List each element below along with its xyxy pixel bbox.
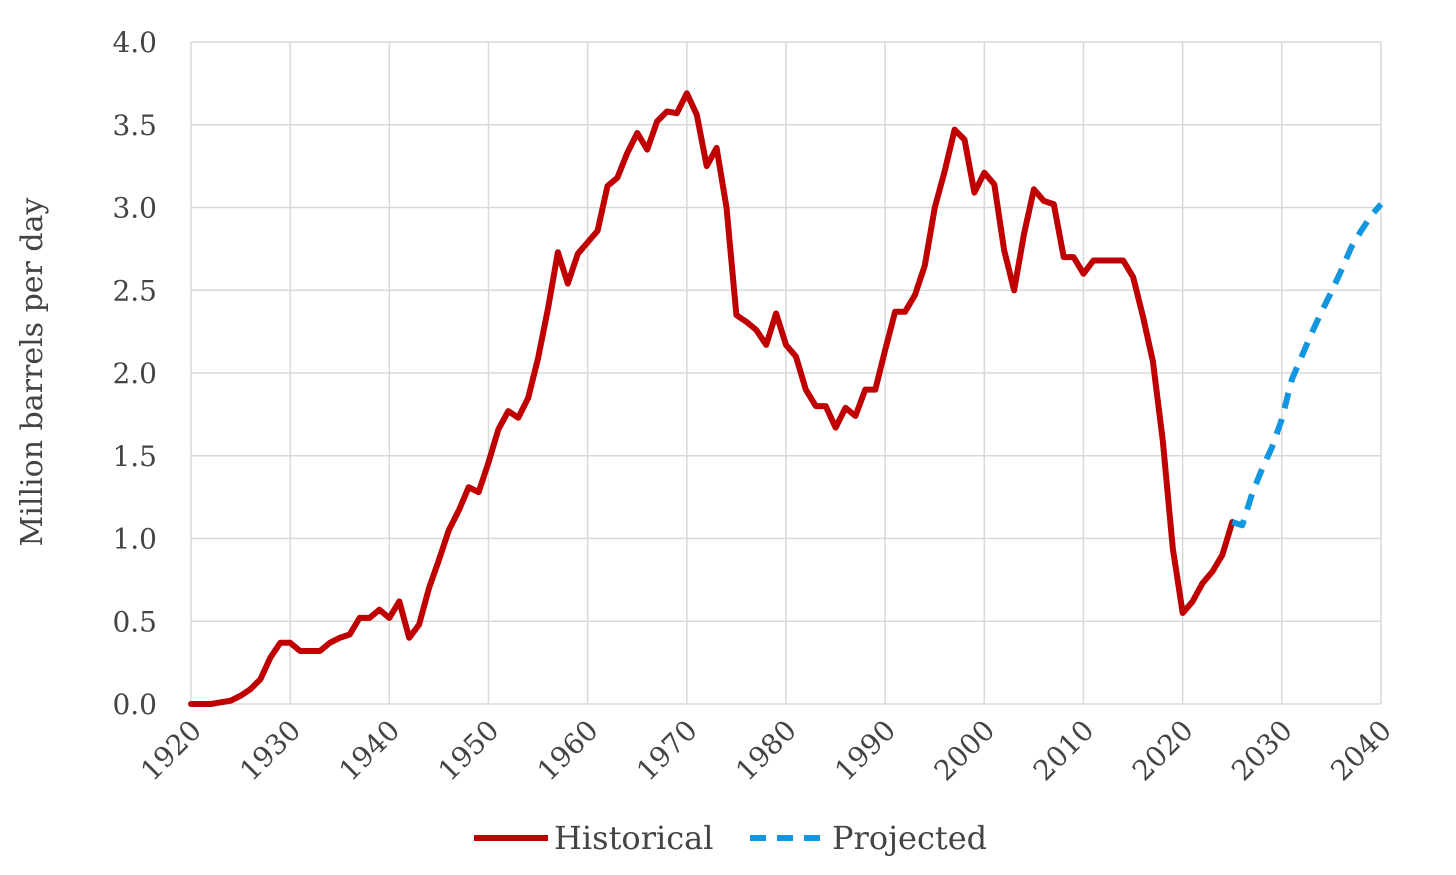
x-tick-label: 1960 xyxy=(531,714,605,788)
y-axis-title: Million barrels per day xyxy=(15,197,50,546)
y-tick-label: 1.0 xyxy=(112,523,157,556)
legend: Historical Projected xyxy=(474,819,987,857)
x-tick-label: 1990 xyxy=(828,714,902,788)
series-lines xyxy=(188,90,1384,707)
x-tick-label: 1930 xyxy=(233,714,307,788)
x-axis-tick-labels: 1920 1930 1940 1950 1960 1970 1980 1990 2000 2010… xyxy=(134,714,1398,788)
x-tick-label: 1920 xyxy=(134,714,208,788)
x-tick-label: 1950 xyxy=(432,714,506,788)
legend-label-projected: Projected xyxy=(832,819,987,857)
legend-label-historical: Historical xyxy=(554,819,713,857)
x-tick-label: 2030 xyxy=(1225,714,1299,788)
x-tick-label: 2010 xyxy=(1027,714,1101,788)
series-line-historical xyxy=(188,90,1236,707)
y-axis-tick-labels: 0.0 0.5 1.0 1.5 2.0 2.5 3.0 3.5 4.0 xyxy=(112,26,157,721)
x-tick-label: 2000 xyxy=(928,714,1002,788)
y-tick-label: 4.0 xyxy=(112,26,157,59)
y-tick-label: 1.5 xyxy=(112,440,157,473)
x-tick-label: 2040 xyxy=(1324,714,1398,788)
grid xyxy=(190,41,1382,705)
x-tick-label: 1970 xyxy=(630,714,704,788)
x-tick-label: 2020 xyxy=(1126,714,1200,788)
x-tick-label: 1980 xyxy=(729,714,803,788)
y-tick-label: 3.5 xyxy=(112,109,157,142)
y-tick-label: 2.0 xyxy=(112,357,157,390)
y-tick-label: 0.0 xyxy=(112,688,157,721)
y-tick-label: 3.0 xyxy=(112,192,157,225)
y-tick-label: 2.5 xyxy=(112,274,157,307)
y-tick-label: 0.5 xyxy=(112,605,157,638)
series-line-projected xyxy=(1231,202,1384,529)
x-tick-label: 1940 xyxy=(333,714,407,788)
